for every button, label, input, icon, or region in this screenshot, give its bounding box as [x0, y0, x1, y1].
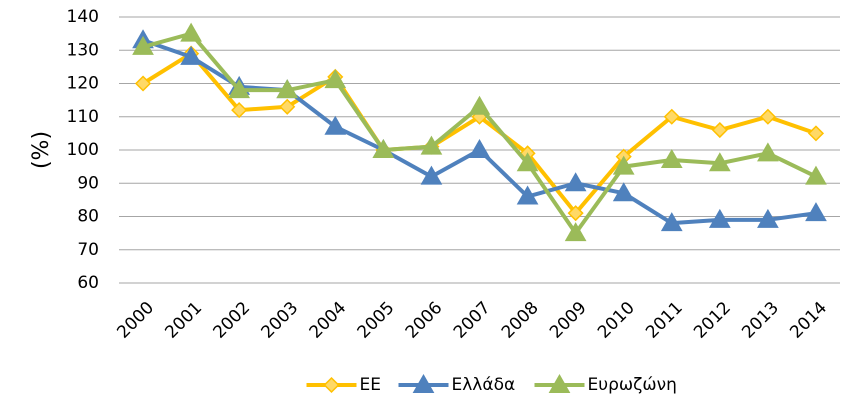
y-tick-label: 110 — [67, 107, 99, 127]
y-tick-label: 140 — [67, 7, 99, 27]
x-tick-label: 2001 — [161, 298, 206, 343]
legend-label: Ελλάδα — [452, 375, 516, 395]
x-tick-label: 2005 — [354, 298, 399, 343]
data-point — [420, 135, 443, 155]
data-point — [516, 185, 539, 205]
x-tick-label: 2007 — [450, 298, 495, 343]
data-point — [711, 121, 728, 139]
data-point — [324, 115, 347, 135]
data-point — [807, 125, 825, 142]
data-point — [372, 138, 395, 158]
y-tick-label: 60 — [77, 273, 99, 293]
y-tick-label: 80 — [77, 207, 99, 227]
x-tick-label: 2002 — [210, 298, 255, 343]
data-point — [132, 35, 154, 55]
data-point — [660, 212, 683, 232]
data-point — [231, 102, 248, 119]
data-point — [180, 22, 202, 42]
series-line — [142, 31, 817, 236]
data-point — [468, 95, 491, 115]
y-tick-label: 120 — [67, 74, 99, 94]
x-tick-label: 2011 — [642, 298, 687, 343]
data-point — [324, 69, 347, 89]
x-tick-label: 2009 — [546, 298, 591, 343]
legend-label: Ευρωζώνη — [588, 375, 677, 395]
x-tick-label: 2012 — [690, 298, 735, 343]
data-point — [228, 79, 251, 99]
x-tick-label: 2004 — [306, 298, 351, 343]
series-line — [141, 51, 817, 216]
y-tick-label: 130 — [67, 40, 99, 60]
x-tick-label: 2003 — [258, 298, 303, 343]
data-point — [564, 172, 587, 192]
data-point — [516, 152, 539, 172]
data-point — [420, 165, 443, 185]
data-point — [663, 108, 680, 125]
legend-item: ΕΕ — [306, 375, 381, 395]
data-point — [134, 75, 152, 92]
data-point — [708, 208, 731, 228]
data-point — [759, 108, 776, 125]
x-tick-label: 2000 — [113, 298, 158, 343]
legend-label: ΕΕ — [360, 375, 381, 395]
data-point — [708, 152, 731, 172]
x-tick-label: 2013 — [738, 298, 783, 343]
data-point — [805, 165, 827, 185]
data-point — [279, 98, 296, 115]
x-tick-label: 2008 — [498, 298, 543, 343]
legend-marker — [412, 373, 435, 393]
data-point — [612, 182, 635, 202]
data-point — [757, 208, 779, 228]
legend-marker — [548, 373, 571, 393]
data-point — [660, 148, 683, 168]
legend-marker — [323, 376, 340, 394]
x-tick-label: 2006 — [402, 298, 447, 343]
data-point — [757, 142, 779, 162]
y-tick-label: 100 — [67, 140, 99, 160]
data-point — [276, 79, 299, 99]
legend-item: Ελλάδα — [398, 373, 516, 395]
y-axis-title: (%) — [29, 131, 54, 169]
x-tick-label: 2010 — [594, 298, 639, 343]
y-tick-label: 90 — [77, 173, 99, 193]
x-tick-label: 2014 — [786, 298, 831, 343]
data-point — [468, 138, 491, 158]
data-point — [612, 155, 635, 175]
legend-item: Ευρωζώνη — [534, 373, 677, 395]
y-tick-label: 70 — [77, 240, 99, 260]
data-point — [180, 45, 202, 65]
data-point — [564, 222, 587, 242]
data-point — [805, 202, 827, 222]
data-point — [567, 205, 584, 222]
